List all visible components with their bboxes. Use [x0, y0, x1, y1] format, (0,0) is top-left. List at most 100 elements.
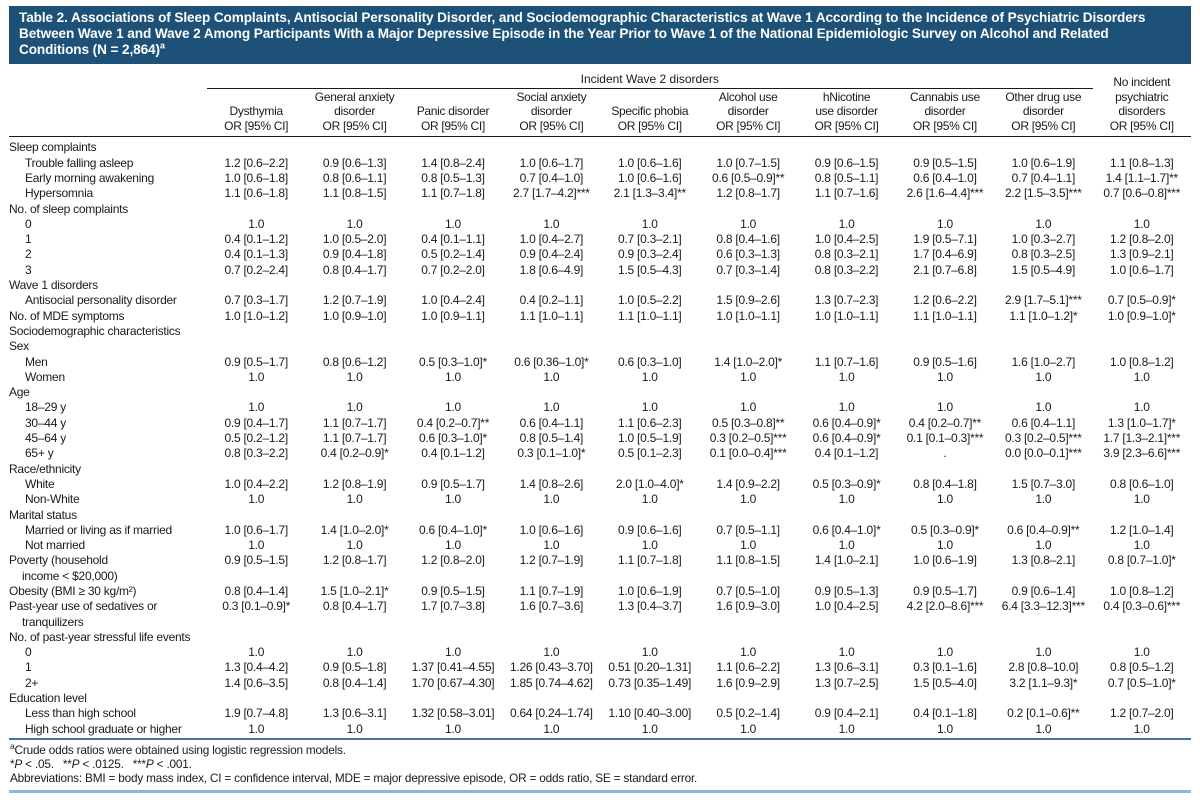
cell: 1.3 [0.6–3.1]: [814, 660, 879, 675]
cell: 1.1 [0.8–1.5]: [322, 186, 387, 201]
cell: 1.0 [0.4–2.5]: [814, 232, 879, 247]
cell: 1.3 [0.4–4.2]: [224, 660, 288, 675]
data-row: 18–29 y 1.0 1.0 1.0 1.0 1.0 1.0 1.0 1.0 1.0 1.0: [9, 400, 1191, 415]
row-label: Early morning awakening: [25, 170, 154, 185]
row-label: Sex: [9, 339, 29, 354]
data-row: 3 0.7 [0.2–2.4] 0.8 [0.4–1.7] 0.7 [0.2–2.0]…: [9, 263, 1191, 278]
cell: 1.1 [0.6–2.3]: [618, 415, 682, 430]
cell: 1.0: [346, 369, 363, 384]
cell: 1.0: [641, 400, 658, 415]
cell: 1.0: [1035, 538, 1052, 553]
cell: 0.1 [0.1–0.3]***: [906, 431, 984, 446]
data-row: 2+ 1.4 [0.6–3.5] 0.8 [0.4–1.4] 1.70 [0.67–4…: [9, 676, 1191, 691]
cell: [207, 339, 305, 354]
section-row: Race/ethnicity: [9, 462, 1191, 477]
row-label: 2: [25, 247, 32, 262]
cell: [502, 278, 600, 293]
row-label: 3: [25, 262, 32, 277]
cell: 0.7 [0.3–1.7]: [224, 293, 288, 308]
cell: 1.0: [740, 369, 757, 384]
cell: [305, 137, 403, 156]
cell: 1.4 [1.0–2.0]*: [320, 522, 389, 537]
cell: [797, 630, 895, 645]
row-label: Married or living as if married: [25, 522, 172, 537]
cell: 0.4 [0.3–0.6]***: [1103, 599, 1181, 614]
cell: 1.0 [0.4–2.2]: [224, 476, 288, 491]
cell: 1.0: [936, 400, 953, 415]
data-row: Trouble falling asleep 1.2 [0.6–2.2] 0.9 […: [9, 156, 1191, 171]
row-label: No. of sleep complaints: [9, 201, 128, 216]
cell: 1.0: [543, 538, 560, 553]
cell: [207, 202, 305, 217]
cell: 1.0: [248, 645, 265, 660]
cell: [207, 630, 305, 645]
cell: [601, 691, 699, 706]
cell: [305, 462, 403, 477]
cell: 1.0: [346, 492, 363, 507]
data-row: 0 1.0 1.0 1.0 1.0 1.0 1.0 1.0 1.0 1.0 1.0: [9, 217, 1191, 232]
cell: [699, 278, 797, 293]
cell: 0.9 [0.5–1.7]: [913, 584, 977, 598]
cell: [797, 385, 895, 400]
col-header-cannabis-use-disorder: Cannabis use disorder OR [95% CI]: [895, 88, 995, 138]
cell: 0.51 [0.20–1.31]: [608, 660, 692, 675]
cell: [207, 324, 305, 339]
cell: 1.0: [248, 216, 265, 231]
cell: [305, 385, 403, 400]
cell: 1.0: [248, 369, 265, 384]
cell: 0.7 [0.3–2.1]: [618, 232, 682, 247]
cell: 1.0: [346, 538, 363, 553]
cell: 0.8 [0.6–1.0]: [1110, 476, 1174, 491]
cell: 1.3 [0.7–2.5]: [814, 675, 879, 690]
cell: 0.8 [0.3–2.5]: [1011, 247, 1076, 262]
cell: 1.5 [0.9–2.6]: [716, 293, 780, 308]
cell: 0.8 [0.3–2.1]: [814, 247, 879, 262]
cell: 1.26 [0.43–3.70]: [509, 660, 593, 675]
cell: 1.0: [445, 721, 461, 736]
cell: 1.0: [543, 216, 560, 231]
cell: [404, 385, 502, 400]
cell: [896, 339, 994, 354]
cell: 0.5 [0.3–0.9]*: [910, 522, 979, 537]
cell: 1.0 [0.6–1.9]: [1011, 155, 1076, 170]
cell: 1.0: [1133, 645, 1150, 660]
cell: [502, 691, 600, 706]
cell: 1.5 [0.5–4.0]: [913, 675, 977, 690]
cell: 0.6 [0.4–1.0]*: [812, 522, 881, 537]
cell: [1093, 324, 1191, 339]
cell: 0.8 [0.7–1.0]*: [1107, 553, 1176, 568]
cell: [305, 202, 403, 217]
cell: [896, 508, 994, 523]
row-label: 65+ y: [25, 446, 54, 461]
cell: [797, 339, 895, 354]
cell: 1.1 [1.0–1.2]*: [1009, 308, 1078, 323]
cell: 1.0: [936, 645, 953, 660]
cell: 1.0: [248, 538, 265, 553]
cell: 1.2 [0.6–2.2]: [913, 293, 977, 308]
cell: 0.4 [0.1–1.3]: [224, 247, 288, 262]
cell: [1093, 137, 1191, 156]
data-row: Obesity (BMI ≥ 30 kg/m²) 0.8 [0.4–1.4] 1.5…: [9, 584, 1191, 599]
cell: 0.5 [0.3–0.8]**: [711, 415, 785, 430]
cell: 1.0 [0.6–1.7]: [224, 522, 288, 537]
cell: [601, 324, 699, 339]
cell: 1.0: [445, 216, 461, 231]
cell: 0.4 [0.1–1.2]: [224, 232, 288, 247]
cell: 1.6 [0.9–3.0]: [716, 599, 780, 614]
cell: 1.2 [0.6–2.2]: [224, 155, 288, 170]
cell: 1.0: [936, 369, 953, 384]
cell: 1.2 [0.8–2.0]: [1110, 232, 1174, 247]
cell: [699, 462, 797, 477]
cell: 1.0: [346, 721, 363, 736]
cell: 0.6 [0.36–1.0]*: [514, 354, 589, 369]
cell: [305, 630, 403, 645]
cell: 1.1 [1.0–1.1]: [913, 308, 977, 323]
cell: 0.6 [0.3–1.0]*: [419, 431, 487, 446]
data-row: Early morning awakening 1.0 [0.6–1.8] 0.8 …: [9, 171, 1191, 186]
cell: 1.4 [1.0–2.0]*: [714, 354, 783, 369]
cell: 0.6 [0.4–1.0]*: [419, 522, 487, 537]
cell: 0.5 [0.3–0.9]*: [812, 476, 881, 491]
table-title: Table 2. Associations of Sleep Complaint…: [19, 10, 1146, 58]
cell: 1.4 [0.6–3.5]: [224, 675, 288, 690]
cell: 1.0: [641, 492, 658, 507]
